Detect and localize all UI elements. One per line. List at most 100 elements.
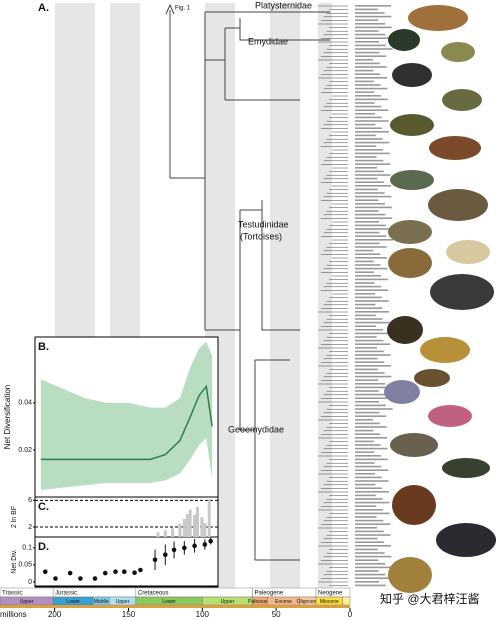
tip-name [355,192,385,194]
epoch-label: Lower [162,599,176,605]
turtle-photo [414,369,450,387]
epoch-label: Upper [20,599,34,605]
tip-name [355,41,379,43]
turtle-photo [446,240,490,264]
tip-name [355,33,386,36]
turtle-photo [428,405,472,427]
point [113,569,118,575]
tip-name [355,98,388,101]
bar [193,515,197,537]
tip-name [355,188,378,191]
tip-name [355,23,385,25]
tip-name [355,440,374,443]
tip-name [355,275,381,277]
tip-name [355,433,381,435]
point [132,570,137,576]
tip-name [355,437,387,439]
turtle-photo [388,220,432,244]
tip-name [355,5,391,7]
tip-name [355,311,389,313]
tip-name [355,62,380,65]
tip-name [355,476,382,479]
tip-name [355,19,379,21]
tip-name [355,379,379,381]
tip-name [355,566,392,569]
epoch-label: Middle [94,599,109,605]
turtle-photo [390,170,434,190]
tip-name [355,491,389,493]
bar [196,507,200,537]
tip-name [355,177,378,180]
turtle-photo [390,433,438,457]
tip-name [355,285,382,288]
tip-name [355,239,393,241]
tip-name [355,455,381,457]
tip-name [355,120,389,122]
tip-name [355,66,387,68]
epoch-label: Miocene [320,599,339,605]
clade-label: Platysternidae [255,0,312,10]
tip-name [355,498,383,500]
epoch-label: Oligocene [297,599,320,605]
tip-name [355,541,385,543]
arrow-head [165,3,175,15]
epoch-label: Upper [221,599,235,605]
point [208,538,213,544]
y-axis-label: Net Div. [11,549,18,573]
tip-name [355,249,374,252]
tip-name [355,354,391,356]
x-tick-label: 50 [272,610,281,619]
credible-band [40,341,213,490]
tip-name [355,113,375,115]
y-tick-label: 0.04 [18,400,32,407]
tip-name [355,429,374,432]
tip-name [355,465,382,468]
tip-name [355,426,387,428]
tip-name [355,501,390,504]
tip-name [355,87,388,90]
tip-name [355,221,379,223]
panel-label: A. [38,2,49,14]
tip-name [355,267,388,270]
epoch-label: Upper [116,599,130,605]
mean-line [40,384,213,461]
tip-name [355,235,387,237]
tip-name [355,253,381,255]
tip-name [355,329,383,331]
tip-name [355,444,381,446]
bar [156,532,160,537]
tip-name [355,260,374,263]
tip-name [355,527,377,529]
y-tick-label: 0.1 [22,545,32,552]
tip-name [355,422,380,425]
tip-name [355,174,391,176]
turtle-photo [420,337,470,363]
clade-label: Testudinidae [238,219,289,229]
turtle-photo [387,316,423,344]
point [78,576,83,581]
tip-name [355,577,393,579]
tip-name [355,73,381,75]
tip-name [355,105,382,108]
tip-name [355,357,378,360]
tip-name [355,523,391,525]
tip-name [355,48,393,50]
photos [384,5,496,593]
watermark: 知乎 @大君梓汪酱 [380,591,480,606]
turtle-photo [392,485,436,525]
x-axis-unit: millions [0,610,27,619]
tip-name [355,12,385,14]
tip-name [355,102,375,104]
point [138,567,143,573]
tip-name [355,156,377,158]
tip-name [355,343,391,345]
epoch-label: Eocene [275,599,292,605]
tip-name [355,372,385,374]
x-tick-label: 100 [196,610,210,619]
tip-name [355,296,382,299]
tip-name [355,134,376,137]
phylogeny [165,3,393,587]
turtle-photo [436,523,496,557]
turtle-photo [430,274,494,310]
clade-label: (Tortoises) [240,231,282,241]
